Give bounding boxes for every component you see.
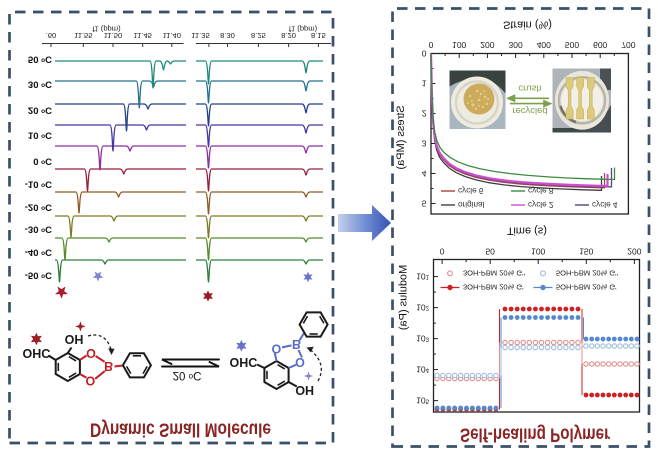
svg-text:O: O [86,346,96,360]
svg-text:Dynamic Small Molecule: Dynamic Small Molecule [90,419,271,440]
svg-text:OH: OH [65,332,84,346]
svg-text:8.15: 8.15 [311,31,326,40]
svg-text:-20 oC: -20 oC [25,202,52,213]
svg-text:crush: crush [518,83,541,94]
svg-text:.60: .60 [46,31,57,40]
svg-text:200: 200 [627,247,641,257]
svg-text:5OH-PBM 20% G': 5OH-PBM 20% G' [556,283,617,292]
svg-text:O: O [86,373,96,387]
svg-text:11.50: 11.50 [104,31,122,40]
svg-text:10 oC: 10 oC [28,130,52,141]
svg-text:B: B [104,359,113,373]
svg-text:0: 0 [422,49,427,59]
svg-text:200: 200 [480,40,494,50]
svg-text:50 oC: 50 oC [28,54,52,65]
svg-text:2: 2 [422,109,427,119]
svg-text:8.25: 8.25 [251,31,266,40]
svg-text:102: 102 [416,303,429,313]
svg-text:100: 100 [531,247,545,257]
svg-text:150: 150 [579,247,593,257]
svg-text:20 oC: 20 oC [173,369,202,381]
svg-text:600: 600 [593,40,607,50]
svg-text:3OH-PBM 20% G': 3OH-PBM 20% G' [463,283,524,292]
svg-text:11.35: 11.35 [191,31,209,40]
svg-text:30 oC: 30 oC [28,79,52,90]
svg-text:f1 (ppm): f1 (ppm) [289,25,318,34]
svg-text:11.45: 11.45 [133,31,151,40]
svg-text:8.20: 8.20 [281,31,296,40]
svg-text:11.55: 11.55 [74,31,92,40]
svg-text:OHC: OHC [23,346,51,360]
svg-text:O: O [272,341,282,355]
svg-text:-10 oC: -10 oC [25,179,52,190]
svg-text:f1 (ppm): f1 (ppm) [92,25,121,34]
svg-text:OH: OH [295,383,314,397]
svg-text:50: 50 [485,247,495,257]
svg-text:B: B [292,337,301,351]
svg-text:400: 400 [537,40,551,50]
svg-text:cycle 2: cycle 2 [528,200,554,209]
svg-text:OHC: OHC [230,355,258,369]
svg-text:0: 0 [440,247,445,257]
svg-text:103: 103 [416,334,429,344]
svg-text:Modulus (Pa): Modulus (Pa) [398,265,410,330]
svg-text:cycle 4: cycle 4 [592,200,618,209]
svg-text:Self-healing Polymer: Self-healing Polymer [460,424,610,445]
svg-text:original: original [458,200,485,209]
svg-text:cycle 8: cycle 8 [528,186,554,195]
svg-text:-30 oC: -30 oC [25,224,52,235]
svg-text:104: 104 [416,365,429,375]
svg-text:1: 1 [422,79,427,89]
svg-text:4: 4 [422,169,427,179]
svg-text:0: 0 [429,40,434,50]
svg-text:11.40: 11.40 [163,31,181,40]
svg-text:3OH-PBM 20% G'': 3OH-PBM 20% G'' [463,269,526,278]
svg-text:0 oC: 0 oC [33,156,52,167]
svg-text:3: 3 [422,139,427,149]
svg-text:Stress (MPa): Stress (MPa) [395,105,407,169]
svg-text:-50 oC: -50 oC [25,270,52,281]
svg-text:105: 105 [416,396,429,406]
svg-text:700: 700 [621,40,635,50]
svg-text:5: 5 [422,199,427,209]
svg-text:300: 300 [509,40,523,50]
svg-text:Time (s): Time (s) [507,225,547,237]
svg-text:cycle 6: cycle 6 [458,186,484,195]
svg-text:101: 101 [416,272,429,282]
svg-text:500: 500 [565,40,579,50]
svg-text:5OH-PBM 20% G'': 5OH-PBM 20% G'' [556,269,619,278]
svg-text:8.30: 8.30 [220,31,235,40]
svg-text:O: O [295,355,305,369]
svg-text:Strain (%): Strain (%) [503,19,552,31]
svg-text:100: 100 [452,40,466,50]
svg-text:recycled: recycled [512,105,547,116]
svg-text:20 oC: 20 oC [28,105,52,116]
svg-text:-40 oC: -40 oC [25,247,52,258]
